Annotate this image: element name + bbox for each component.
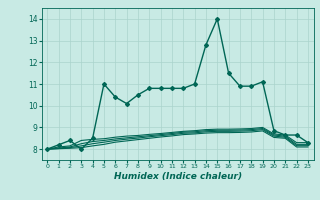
X-axis label: Humidex (Indice chaleur): Humidex (Indice chaleur): [114, 172, 242, 181]
